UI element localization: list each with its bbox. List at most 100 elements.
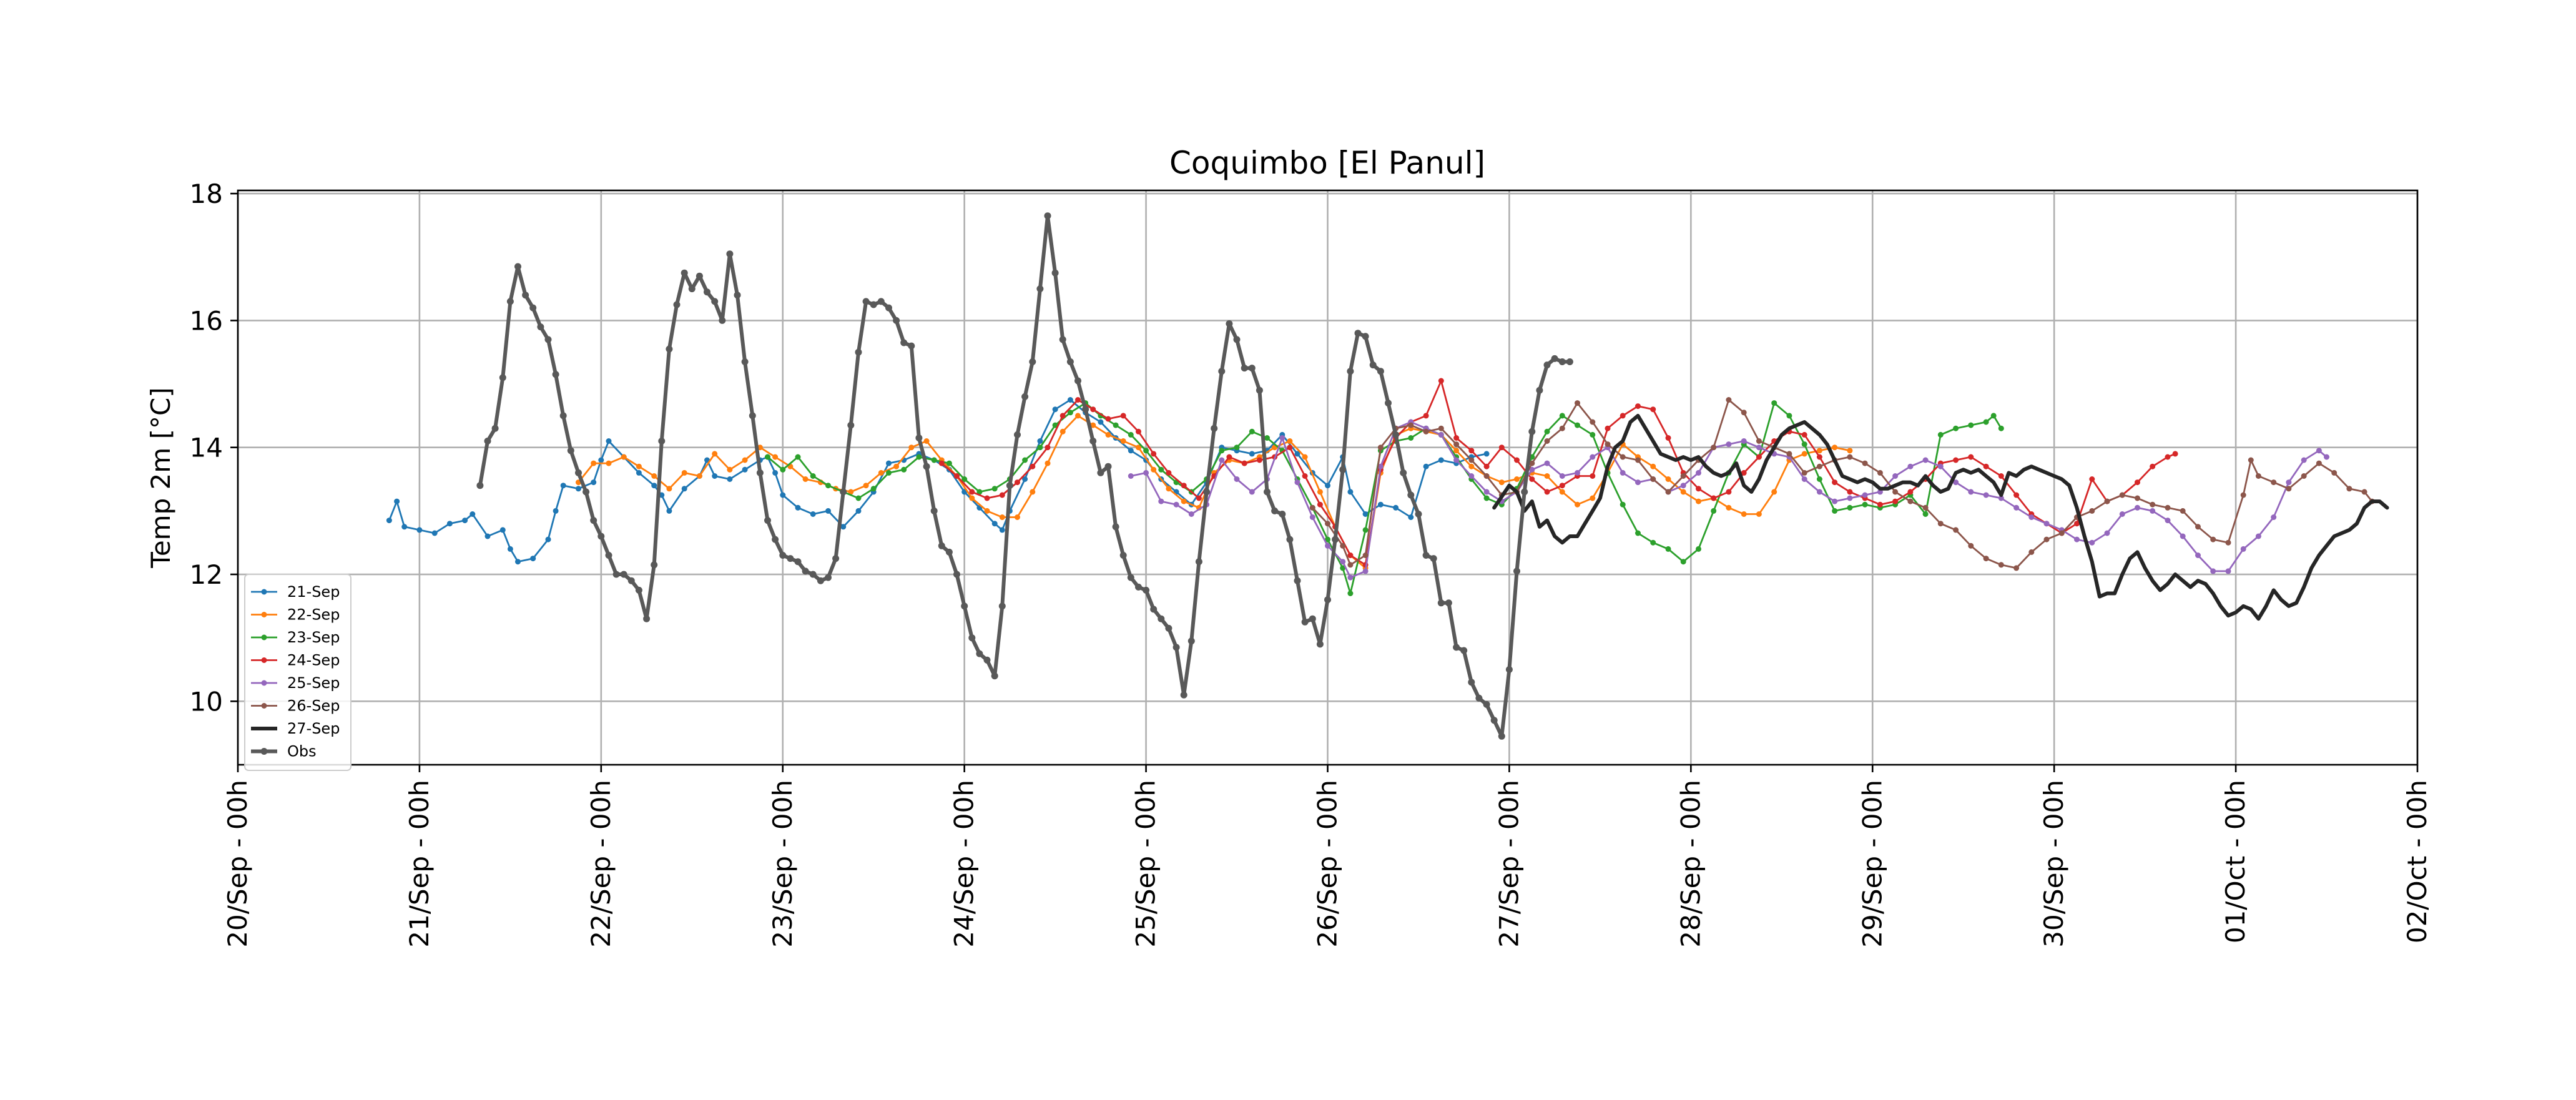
- data-point: [1128, 448, 1134, 454]
- data-point: [2089, 539, 2095, 546]
- data-point: [969, 489, 975, 495]
- data-point: [1128, 431, 1134, 438]
- data-point: [946, 460, 952, 466]
- data-point: [1816, 489, 1822, 495]
- data-point: [1059, 413, 1066, 419]
- data-point: [1044, 212, 1051, 220]
- legend-label: 21-Sep: [287, 583, 340, 601]
- data-point: [1801, 476, 1807, 482]
- data-point: [1453, 457, 1460, 463]
- data-point: [2225, 539, 2231, 546]
- data-point: [2180, 533, 2186, 539]
- data-point: [1188, 511, 1194, 517]
- data-point: [900, 339, 908, 346]
- data-point: [1468, 679, 1475, 686]
- data-point: [1249, 428, 1255, 435]
- data-point: [1529, 476, 1535, 482]
- data-point: [772, 536, 779, 543]
- data-point: [1309, 514, 1315, 520]
- data-point: [2286, 486, 2292, 492]
- data-point: [1423, 463, 1429, 469]
- data-point: [1521, 488, 1528, 496]
- data-point: [1059, 336, 1066, 343]
- data-point: [2301, 457, 2307, 463]
- data-point: [1415, 511, 1422, 518]
- data-point: [2165, 504, 2171, 511]
- data-point: [825, 483, 831, 489]
- data-point: [1287, 438, 1293, 444]
- data-point: [1801, 441, 1807, 448]
- data-point: [1377, 368, 1384, 375]
- data-point: [1544, 473, 1550, 479]
- data-point: [1937, 463, 1944, 469]
- data-point: [991, 486, 998, 492]
- data-point: [1354, 330, 1362, 337]
- data-point: [916, 454, 922, 460]
- data-point: [1711, 444, 1717, 451]
- data-point: [976, 650, 983, 657]
- data-point: [1650, 406, 1656, 413]
- data-point: [1847, 495, 1853, 501]
- data-point: [1847, 454, 1853, 460]
- data-point: [605, 552, 612, 559]
- data-point: [2135, 479, 2140, 486]
- data-point: [1680, 489, 1686, 495]
- data-point: [734, 292, 741, 299]
- data-point: [1590, 473, 1596, 479]
- data-point: [984, 495, 990, 501]
- data-point: [530, 556, 536, 562]
- data-point: [666, 345, 673, 353]
- data-point: [780, 492, 786, 498]
- data-point: [1430, 555, 1437, 562]
- x-tick-label: 26/Sep - 00h: [1312, 780, 1343, 948]
- data-point: [1968, 422, 1974, 428]
- data-point: [1468, 463, 1475, 469]
- data-point: [2240, 546, 2246, 552]
- data-point: [779, 552, 787, 559]
- data-point: [1483, 489, 1490, 495]
- data-point: [976, 489, 983, 495]
- data-point: [484, 533, 491, 539]
- data-point: [612, 571, 620, 578]
- plot-series: [386, 212, 2389, 740]
- data-point: [1219, 448, 1225, 454]
- data-point: [1151, 466, 1157, 473]
- data-point: [552, 371, 559, 378]
- data-point: [931, 457, 937, 463]
- data-point: [1877, 501, 1883, 508]
- data-point: [832, 555, 840, 562]
- data-point: [1490, 717, 1498, 724]
- data-point: [1786, 413, 1792, 419]
- data-point: [1173, 501, 1179, 508]
- data-point: [635, 586, 642, 594]
- data-point: [1211, 425, 1218, 432]
- data-point: [1181, 498, 1187, 504]
- data-point: [1816, 463, 1822, 469]
- data-point: [1332, 536, 1339, 543]
- data-point: [1408, 435, 1414, 441]
- data-point: [1037, 444, 1043, 451]
- data-point: [1590, 495, 1596, 501]
- data-point: [2043, 536, 2050, 543]
- data-point: [954, 473, 960, 479]
- data-point: [1006, 482, 1013, 489]
- data-point: [1892, 498, 1899, 504]
- data-point: [651, 561, 658, 569]
- data-point: [1377, 501, 1384, 508]
- data-point: [643, 615, 651, 622]
- data-point: [1990, 413, 1997, 419]
- data-point: [560, 483, 566, 489]
- data-point: [1059, 428, 1066, 435]
- data-point: [1392, 431, 1400, 438]
- data-point: [712, 473, 718, 479]
- data-point: [1907, 498, 1914, 504]
- legend-marker: [261, 657, 267, 663]
- data-point: [742, 457, 748, 463]
- data-point: [1529, 460, 1535, 466]
- data-point: [1983, 492, 1989, 498]
- data-point: [1862, 492, 1868, 498]
- data-point: [1362, 568, 1369, 574]
- data-point: [507, 546, 513, 552]
- data-point: [847, 421, 855, 429]
- data-point: [1483, 495, 1490, 501]
